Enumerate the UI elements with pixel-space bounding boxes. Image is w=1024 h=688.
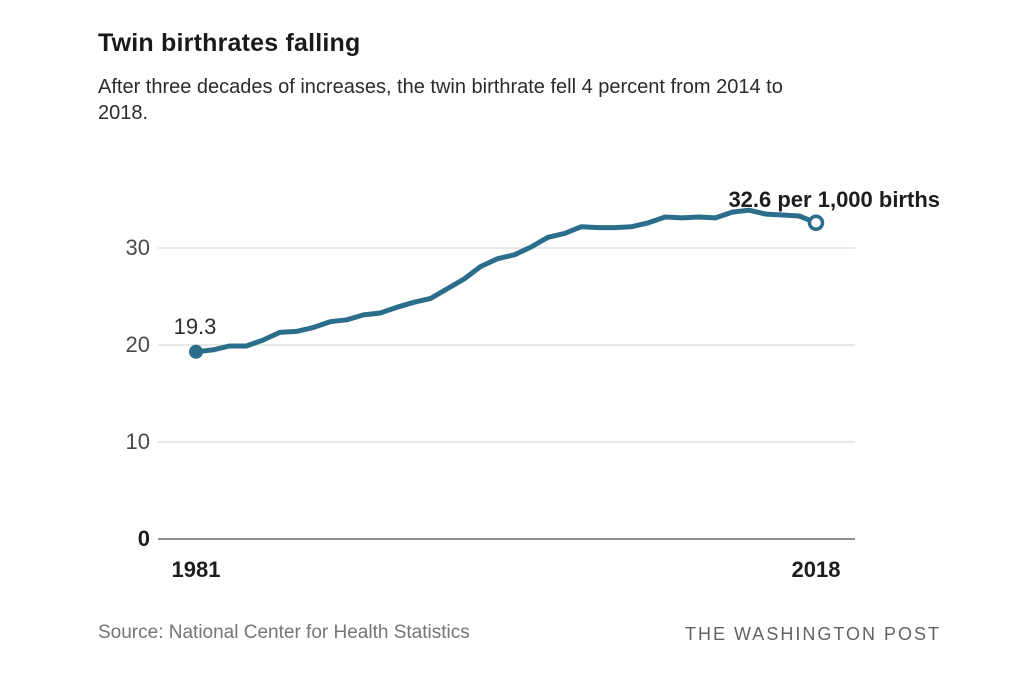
x-axis-tick-label: 1981 xyxy=(171,557,221,582)
end-value-annotation: 32.6 per 1,000 births xyxy=(728,187,940,212)
end-point-marker xyxy=(807,214,825,232)
washington-post-brand: THE WASHINGTON POST xyxy=(684,624,941,644)
source-credit: Source: National Center for Health Stati… xyxy=(98,622,470,643)
y-axis-tick-label: 10 xyxy=(125,429,150,454)
subtitle-line-1: After three decades of increases, the tw… xyxy=(98,76,783,98)
y-axis-tick-label: 30 xyxy=(125,235,150,260)
y-axis-tick-label: 20 xyxy=(125,332,150,357)
x-axis-tick-label: 2018 xyxy=(791,557,841,582)
subtitle-line-2: 2018. xyxy=(98,102,149,124)
start-point-marker xyxy=(189,344,203,359)
trend-line xyxy=(193,207,819,355)
start-value-annotation: 19.3 xyxy=(173,314,217,339)
page-title: Twin birthrates falling xyxy=(98,29,361,57)
y-axis-tick-label: 0 xyxy=(137,526,150,551)
page-subtitle: After three decades of increases, the tw… xyxy=(98,74,783,126)
